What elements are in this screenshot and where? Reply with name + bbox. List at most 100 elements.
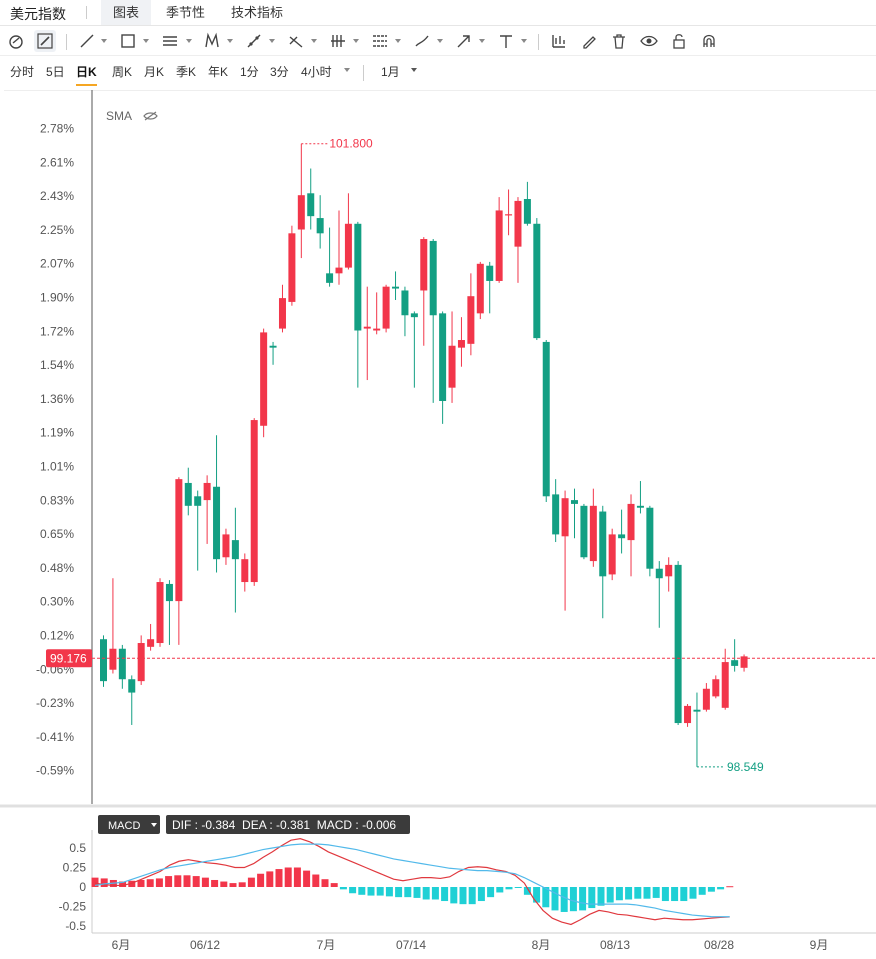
candle-body[interactable] (523, 199, 531, 224)
chevron-down-icon[interactable] (411, 68, 417, 72)
candle-body[interactable] (439, 313, 447, 402)
chevron-down-icon[interactable] (186, 39, 192, 43)
chevron-down-icon[interactable] (151, 823, 157, 827)
candle-body[interactable] (702, 688, 710, 710)
candle-body[interactable] (100, 639, 107, 682)
candle-body[interactable] (561, 498, 569, 537)
bars-icon[interactable] (327, 30, 349, 52)
chevron-down-icon[interactable] (353, 39, 359, 43)
period-1min[interactable]: 1分 (240, 65, 259, 79)
pattern-icon[interactable] (201, 30, 223, 52)
candle-body[interactable] (721, 662, 729, 708)
period-5day[interactable]: 5日 (46, 65, 65, 79)
macd-selector-label[interactable]: MACD (108, 820, 140, 832)
candle-body[interactable] (128, 679, 136, 693)
chevron-down-icon[interactable] (311, 39, 317, 43)
candle-body[interactable] (580, 505, 588, 558)
chevron-down-icon[interactable] (395, 39, 401, 43)
chevron-down-icon[interactable] (479, 39, 485, 43)
candle-body[interactable] (457, 340, 465, 348)
candle-body[interactable] (712, 679, 720, 697)
candle-body[interactable] (344, 223, 352, 268)
candle-body[interactable] (109, 648, 117, 670)
candle-body[interactable] (231, 540, 239, 560)
tab-technical-indicators[interactable]: 技术指标 (231, 5, 284, 20)
tab-seasonality[interactable]: 季节性 (166, 5, 206, 20)
tab-chart[interactable]: 图表 (101, 0, 152, 25)
candle-body[interactable] (665, 564, 673, 577)
cursor-icon[interactable] (5, 30, 27, 52)
eye-icon[interactable] (638, 30, 660, 52)
line-icon[interactable] (76, 30, 98, 52)
candle-body[interactable] (674, 564, 682, 724)
parallel-lines-icon[interactable] (159, 30, 181, 52)
candle-body[interactable] (646, 507, 654, 569)
chevron-down-icon[interactable] (227, 39, 233, 43)
chevron-down-icon[interactable] (101, 39, 107, 43)
indicator-icon[interactable] (548, 30, 570, 52)
candle-body[interactable] (533, 223, 541, 339)
pen-icon[interactable] (34, 30, 56, 52)
arrow-icon[interactable] (453, 30, 475, 52)
candle-body[interactable] (222, 534, 230, 558)
candle-body[interactable] (250, 420, 258, 583)
period-timeshare[interactable]: 分时 (10, 65, 35, 79)
candle-body[interactable] (326, 273, 334, 283)
candle-body[interactable] (495, 210, 503, 281)
candle-body[interactable] (260, 332, 268, 426)
chevron-down-icon[interactable] (521, 39, 527, 43)
candle-body[interactable] (373, 328, 381, 331)
period-daily[interactable]: 日K (76, 64, 97, 86)
candle-body[interactable] (392, 286, 400, 289)
candle-body[interactable] (401, 290, 409, 316)
candle-body[interactable] (618, 534, 626, 539)
chevron-down-icon[interactable] (143, 39, 149, 43)
draw-icon[interactable] (578, 30, 600, 52)
candle-body[interactable] (165, 583, 173, 602)
macd-selector[interactable] (98, 815, 160, 834)
candle-body[interactable] (278, 298, 286, 329)
measure-icon[interactable] (243, 30, 265, 52)
candle-body[interactable] (514, 200, 522, 247)
period-4hour[interactable]: 4小时 (301, 65, 332, 79)
candle-body[interactable] (118, 648, 126, 680)
brush-icon[interactable] (411, 30, 433, 52)
candle-body[interactable] (636, 505, 644, 508)
candle-body[interactable] (505, 214, 513, 216)
candle-body[interactable] (156, 582, 164, 644)
candle-body[interactable] (213, 486, 221, 560)
candle-body[interactable] (184, 482, 192, 506)
candle-body[interactable] (147, 639, 155, 647)
candle-body[interactable] (542, 341, 550, 497)
candle-body[interactable] (203, 482, 211, 501)
candle-body[interactable] (552, 494, 560, 535)
candle-body[interactable] (241, 559, 249, 583)
candle-body[interactable] (476, 263, 484, 314)
candle-body[interactable] (410, 313, 418, 318)
lock-icon[interactable] (668, 30, 690, 52)
candle-body[interactable] (382, 286, 390, 329)
candle-body[interactable] (194, 496, 202, 506)
channel-icon[interactable] (369, 30, 391, 52)
candle-body[interactable] (297, 195, 305, 230)
indicator-label[interactable]: SMA (106, 109, 132, 123)
candle-body[interactable] (307, 193, 315, 217)
candle-body[interactable] (354, 223, 362, 331)
candle-body[interactable] (467, 296, 475, 344)
candle-body[interactable] (486, 265, 494, 281)
candle-body[interactable] (420, 239, 428, 291)
fib-icon[interactable] (285, 30, 307, 52)
period-quarterly[interactable]: 季K (176, 65, 197, 79)
candle-body[interactable] (571, 500, 578, 504)
candle-body[interactable] (288, 233, 296, 302)
price-chart[interactable]: 2.78% 2.61% 2.43% 2.25% 2.07% 1.90% 1.72% 1.54%… (0, 90, 876, 959)
candle-body[interactable] (269, 345, 277, 348)
period-yearly[interactable]: 年K (208, 65, 229, 79)
candle-body[interactable] (589, 505, 597, 562)
magnet-icon[interactable] (698, 30, 720, 52)
hide-eye-icon[interactable] (143, 111, 158, 121)
rectangle-icon[interactable] (117, 30, 139, 52)
candle-body[interactable] (137, 643, 145, 682)
trash-icon[interactable] (608, 30, 630, 52)
candle-body[interactable] (448, 345, 456, 388)
